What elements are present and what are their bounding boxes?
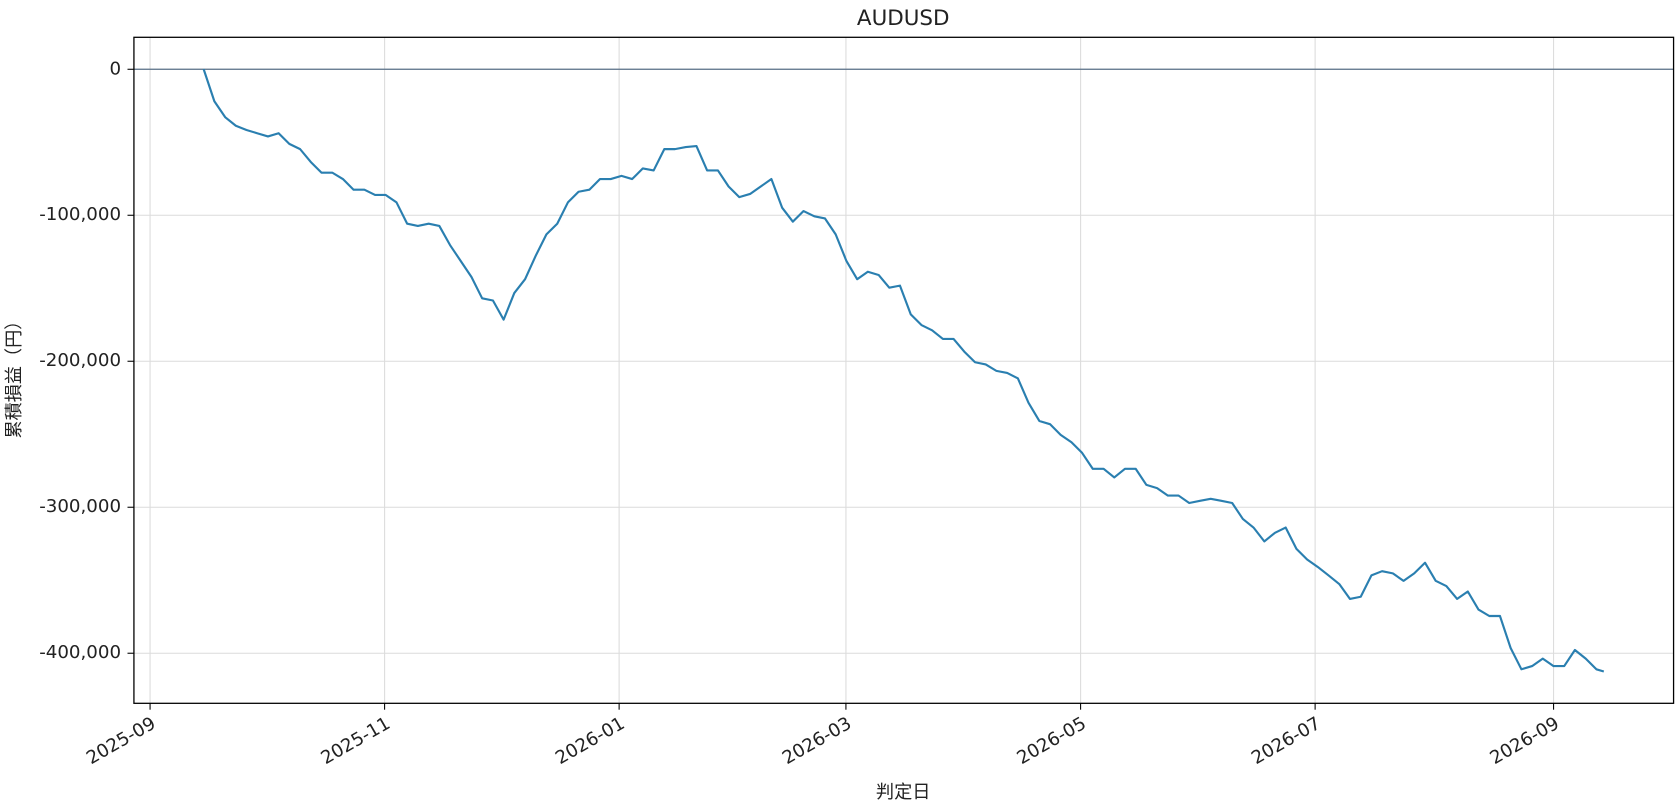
x-axis-label: 判定日 — [876, 782, 931, 803]
x-tick-label: 2026-05 — [1013, 713, 1089, 769]
x-tick-label: 2026-01 — [552, 713, 628, 769]
y-tick-label: -300,000 — [39, 496, 121, 517]
data-line — [202, 68, 1605, 673]
plot-frame — [133, 36, 1675, 704]
x-tick-label: 2026-09 — [1486, 713, 1562, 769]
x-tick-label: 2025-09 — [83, 713, 159, 769]
chart-title: AUDUSD — [857, 6, 950, 31]
y-tick-label: -200,000 — [39, 350, 121, 371]
y-tick-label: 0 — [109, 58, 121, 79]
y-tick-label: -100,000 — [39, 204, 121, 225]
y-tick-label: -400,000 — [39, 642, 121, 663]
x-tick-label: 2026-07 — [1248, 713, 1324, 769]
x-tick-label: 2026-03 — [779, 713, 855, 769]
x-tick-label: 2025-11 — [317, 713, 393, 769]
y-axis-label: 累積損益（円） — [4, 312, 25, 439]
